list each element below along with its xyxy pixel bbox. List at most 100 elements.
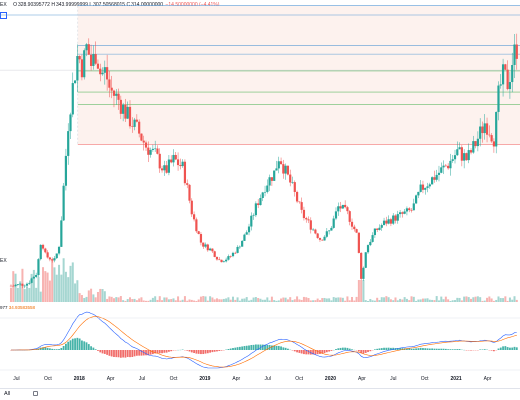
volume-bar	[264, 299, 267, 302]
candle-body	[295, 191, 299, 202]
range-all-button[interactable]: All	[4, 391, 11, 397]
volume-bar	[181, 299, 184, 302]
volume-bar	[122, 300, 125, 302]
candle-body	[401, 212, 404, 214]
collapse-icon[interactable]	[0, 12, 7, 19]
macd-histogram-bar	[335, 349, 337, 350]
macd-histogram-bar	[85, 342, 88, 350]
candle-body	[19, 283, 22, 285]
macd-histogram-bar	[234, 347, 237, 350]
volume-bar	[220, 299, 223, 302]
macd-histogram-bar	[431, 348, 434, 350]
candle-body	[229, 256, 232, 257]
candle-body	[83, 50, 86, 78]
volume-bar	[156, 299, 159, 302]
volume-bar	[48, 280, 51, 302]
candle-body	[266, 185, 269, 192]
volume-bar	[195, 300, 198, 302]
volume-bar	[456, 297, 459, 302]
volume-bar	[344, 300, 347, 302]
volume-bar	[474, 296, 477, 302]
candle-body	[167, 159, 171, 173]
volume-bar	[499, 298, 502, 302]
price-chart-svg[interactable]	[0, 0, 520, 388]
candle-body	[179, 165, 182, 167]
candle-body	[376, 228, 379, 230]
candle-body	[154, 148, 157, 150]
macd-histogram-bar	[126, 350, 129, 357]
candle-body	[147, 147, 150, 155]
candle-body	[103, 67, 106, 73]
volume-bar	[215, 298, 218, 302]
candle-body	[174, 154, 177, 160]
volume-bar	[502, 298, 505, 302]
volume-bar	[392, 300, 395, 302]
candle-body	[405, 208, 409, 212]
volume-bar	[419, 299, 422, 302]
candle-body	[28, 282, 31, 284]
candle-body	[428, 184, 431, 187]
volume-bar	[140, 297, 143, 302]
volume-bar	[280, 298, 283, 302]
macd-histogram-bar	[390, 347, 392, 350]
macd-histogram-bar	[497, 348, 500, 350]
candle-body	[337, 206, 340, 212]
volume-bar	[90, 288, 93, 302]
volume-bar	[460, 300, 463, 302]
candle-body	[353, 226, 356, 230]
macd-histogram-bar	[147, 350, 150, 356]
macd-histogram-bar	[362, 350, 365, 354]
macd-histogram-bar	[216, 350, 218, 352]
macd-histogram-bar	[303, 350, 305, 355]
macd-histogram-bar	[124, 350, 127, 358]
macd-histogram-bar	[454, 349, 456, 350]
candle-body	[163, 165, 166, 171]
macd-histogram-bar	[376, 348, 379, 350]
volume-bar	[138, 298, 141, 302]
macd-histogram-bar	[513, 346, 516, 350]
volume-bar	[408, 300, 411, 302]
volume-bar	[126, 299, 129, 302]
macd-histogram-bar	[170, 350, 173, 352]
candle-body	[69, 114, 72, 132]
candle-body	[387, 219, 390, 224]
candle-body	[456, 149, 459, 156]
volume-bar	[190, 299, 193, 302]
volume-bar	[312, 300, 315, 302]
volume-bar	[227, 297, 230, 302]
macd-histogram-bar	[282, 347, 285, 350]
candle-body	[245, 232, 248, 235]
candle-body	[101, 72, 104, 75]
volume-bar	[373, 300, 376, 302]
indicator-readout: 977 34.93583558	[0, 305, 35, 310]
candle-body	[291, 182, 294, 183]
candle-body	[225, 259, 228, 262]
candle-body	[53, 258, 56, 261]
candle-body	[417, 191, 420, 196]
candle-body	[318, 237, 322, 240]
candle-body	[35, 274, 38, 277]
candle-body	[444, 165, 447, 167]
x-axis-tick-label: Oct	[420, 376, 429, 382]
ohlc-open-value: 328.90395772	[17, 2, 50, 8]
macd-histogram-bar	[426, 348, 429, 350]
macd-histogram-bar	[277, 345, 280, 350]
candle-body	[172, 154, 175, 163]
calendar-icon[interactable]	[33, 391, 38, 396]
volume-bar	[213, 299, 216, 302]
candle-body	[140, 133, 143, 141]
candle-body	[41, 244, 45, 249]
macd-histogram-bar	[186, 350, 189, 351]
candle-body	[311, 229, 315, 231]
volume-bar	[261, 299, 264, 302]
volume-bar	[497, 296, 500, 302]
volume-bar	[339, 297, 342, 302]
volume-bar	[442, 299, 445, 302]
macd-histogram-bar	[266, 345, 269, 350]
macd-histogram-bar	[188, 350, 191, 352]
x-axis-tick-label: Apr	[106, 376, 115, 382]
candle-body	[51, 259, 54, 261]
volume-bar	[325, 298, 328, 302]
candle-body	[419, 184, 422, 192]
